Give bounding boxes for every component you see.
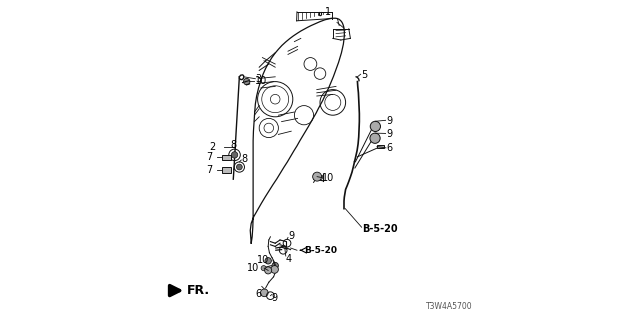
FancyBboxPatch shape [376,145,384,148]
Text: 8: 8 [231,140,237,150]
Text: 9: 9 [386,116,392,126]
Text: 10: 10 [255,76,267,86]
Text: 9: 9 [271,293,278,303]
Circle shape [265,258,271,264]
Circle shape [261,266,266,271]
Text: 6: 6 [386,143,392,154]
Circle shape [243,78,250,85]
Text: 9: 9 [386,129,392,139]
Text: 1: 1 [326,7,332,17]
Circle shape [232,152,238,158]
Text: 10: 10 [322,173,334,183]
Text: 2: 2 [210,142,216,152]
Text: T3W4A5700: T3W4A5700 [426,302,473,311]
Circle shape [312,172,322,181]
Circle shape [370,121,380,132]
Text: 5: 5 [361,70,367,80]
Text: 9: 9 [288,231,294,241]
Text: 4: 4 [285,254,292,264]
Text: 3: 3 [256,74,262,84]
FancyBboxPatch shape [222,167,231,173]
Text: 8: 8 [241,154,248,164]
Text: 7: 7 [207,152,212,163]
Circle shape [237,164,243,170]
Text: FR.: FR. [187,284,211,297]
Text: 6: 6 [255,289,262,299]
Circle shape [370,133,380,143]
Text: 7: 7 [207,165,212,175]
FancyBboxPatch shape [222,155,231,160]
Circle shape [265,267,272,274]
Circle shape [272,262,278,269]
Text: B-5-20: B-5-20 [362,224,398,234]
Text: 10: 10 [247,263,259,273]
Circle shape [260,289,268,297]
Circle shape [271,266,278,273]
Text: 10: 10 [257,255,269,265]
Text: B-5-20: B-5-20 [304,246,337,255]
